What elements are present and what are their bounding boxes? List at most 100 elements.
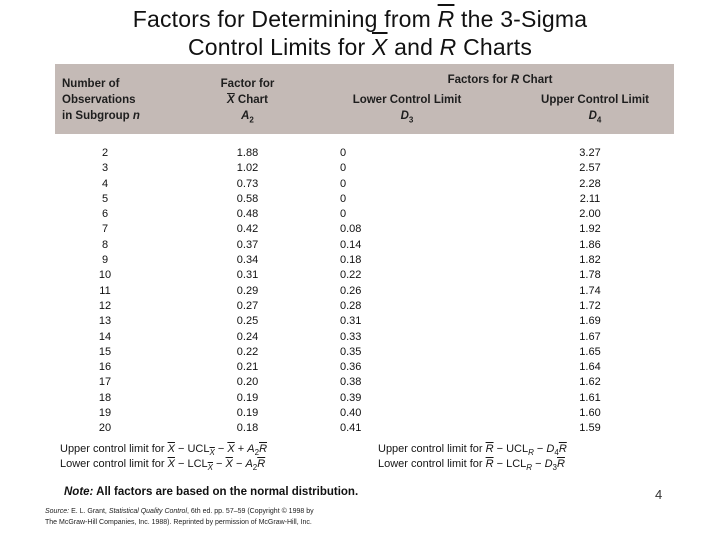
table-cell: 1.74	[579, 284, 601, 297]
table-cell: 2.11	[579, 192, 601, 205]
table-cell: 0	[340, 208, 347, 221]
formula-text: −	[232, 458, 246, 470]
lcl-r-formula: Lower control limit for R − LCLR − D3R	[378, 458, 565, 472]
factor-table: 2 1.88 0 3.27 3 1.02 0 2.57 4 0.73 0 2.28 5 0.58 0 2.11…	[55, 146, 660, 437]
a2-subscript: 2	[249, 115, 254, 125]
formula-text: −	[532, 458, 545, 470]
table-cell: 6	[101, 208, 109, 221]
rbar-symbol: R	[257, 458, 266, 470]
table-row: 17 0.20 0.38 1.62	[55, 375, 660, 390]
xbar-symbol: X	[167, 443, 175, 455]
rbar-symbol: R	[558, 443, 567, 455]
table-cell: 0.25	[236, 315, 259, 328]
rbar-symbol: R	[437, 6, 455, 32]
table-cell: 0.39	[340, 391, 362, 404]
table-cell: 8	[101, 238, 109, 251]
d3-subscript: 3	[408, 115, 414, 125]
formula-text: − UCL	[493, 443, 529, 455]
table-cell: 0	[340, 147, 347, 159]
header-col-d3: Lower Control Limit D3	[317, 92, 497, 128]
table-cell: 0.58	[236, 192, 259, 205]
d3-subscript: 3	[552, 463, 557, 473]
source-book-title: Statistical Quality Control	[108, 508, 188, 515]
formula-text: Upper control limit for	[60, 443, 168, 455]
header-line: A2	[170, 108, 325, 128]
table-cell: 1.86	[579, 238, 601, 251]
table-cell: 19	[98, 407, 112, 420]
header-line: D3	[317, 108, 497, 128]
table-cell: 1.59	[579, 422, 601, 435]
table-cell: 1.78	[579, 269, 601, 282]
formula-text: Lower control limit for	[60, 458, 168, 470]
table-row: 7 0.42 0.08 1.92	[55, 222, 660, 237]
table-cell: 17	[98, 376, 112, 389]
table-cell: 1.65	[579, 345, 601, 358]
table-cell: 5	[101, 192, 109, 205]
table-cell: 1.62	[579, 376, 601, 389]
table-cell: 0.18	[340, 254, 362, 267]
header-line: Factor for	[220, 78, 275, 90]
table-cell: 2.28	[579, 177, 601, 190]
source-label: Source:	[45, 508, 70, 515]
xbar-subscript: X	[209, 448, 215, 458]
table-row: 12 0.27 0.28 1.72	[55, 299, 660, 314]
table-cell: 0.73	[236, 177, 259, 190]
table-cell: 0.26	[340, 284, 362, 297]
table-cell: 0.31	[340, 315, 362, 328]
a2-subscript: 2	[254, 448, 260, 458]
table-cell: 0.33	[340, 330, 362, 343]
ucl-xbar-formula: Upper control limit for X − UCLX − X + A…	[60, 443, 267, 457]
a2-symbol: A	[245, 458, 253, 470]
title-text: Factors for Determining from	[132, 6, 438, 32]
table-cell: 2	[101, 147, 109, 159]
table-cell: 0.19	[236, 407, 259, 420]
table-cell: 0.22	[340, 269, 362, 282]
table-cell: 0.41	[340, 422, 362, 435]
r-symbol: R	[439, 34, 457, 60]
a2-symbol: A	[241, 110, 250, 122]
header-line: in Subgroup n	[62, 108, 140, 124]
table-row: 15 0.22 0.35 1.65	[55, 345, 660, 360]
header-group-r-chart: Factors for R Chart	[330, 72, 670, 88]
table-cell: 1.61	[579, 391, 601, 404]
table-cell: 1.60	[579, 407, 601, 420]
a2-subscript: 2	[252, 463, 258, 473]
table-cell: 0.37	[236, 238, 259, 251]
source-line-1: Source: E. L. Grant, Statistical Quality…	[45, 506, 314, 517]
xbar-symbol: X	[371, 34, 388, 60]
table-cell: 0.36	[340, 361, 362, 374]
source-text: E. L. Grant,	[69, 508, 109, 515]
page-number: 4	[655, 487, 663, 502]
header-line: Number of	[62, 78, 120, 90]
header-line: Lower Control Limit	[352, 94, 462, 106]
title-text: Control Limits for	[187, 34, 372, 60]
table-cell: 1.82	[579, 254, 601, 267]
rbar-symbol: R	[259, 443, 268, 455]
table-cell: 0.14	[340, 238, 362, 251]
table-cell: 3	[101, 162, 109, 175]
note-text: Note: All factors are based on the norma…	[64, 486, 358, 498]
header-text: Factors for	[447, 74, 511, 86]
d4-symbol: D	[588, 110, 597, 122]
title-text: Charts	[456, 34, 533, 60]
table-cell: 12	[98, 299, 112, 312]
formula-text: Lower control limit for	[378, 458, 486, 470]
table-cell: 7	[101, 223, 109, 236]
source-text: , 6th ed. pp. 57–59 (Copyright © 1998 by	[187, 508, 314, 515]
table-cell: 0.08	[340, 223, 362, 236]
table-cell: 0.38	[340, 376, 362, 389]
d4-symbol: D	[546, 443, 555, 455]
factor-table-body: 2 1.88 0 3.27 3 1.02 0 2.57 4 0.73 0 2.28 5 0.58 0 2.11…	[55, 146, 660, 437]
header-text: in Subgroup	[62, 110, 133, 122]
table-cell: 15	[98, 345, 112, 358]
table-cell: 0.24	[236, 330, 259, 343]
table-row: 9 0.34 0.18 1.82	[55, 253, 660, 268]
formula-text: − LCL	[493, 458, 527, 470]
header-line: Observations	[62, 94, 136, 106]
table-header-band	[55, 64, 674, 134]
formula-text: − UCL	[174, 443, 210, 455]
rbar-symbol: R	[485, 443, 494, 455]
table-cell: 0.20	[236, 376, 259, 389]
table-cell: 4	[101, 177, 109, 190]
d3-symbol: D	[544, 458, 553, 470]
